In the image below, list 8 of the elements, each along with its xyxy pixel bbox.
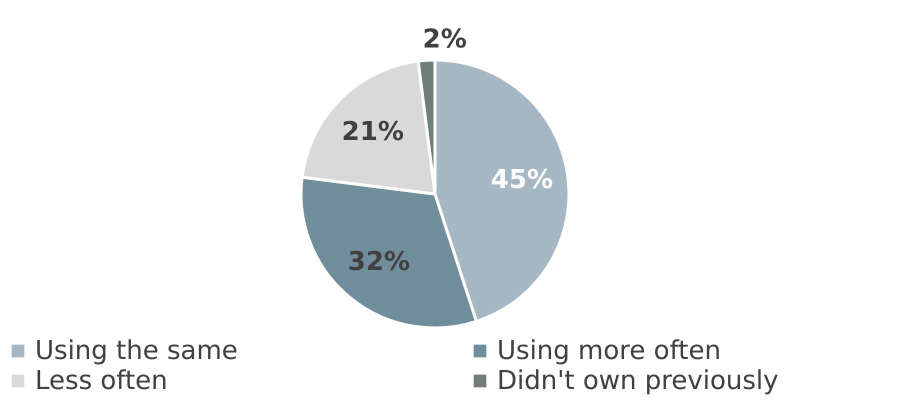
data-label: 32% bbox=[348, 246, 410, 277]
legend-label: Less often bbox=[35, 366, 168, 396]
legend-label: Using the same bbox=[35, 336, 238, 366]
data-label: 45% bbox=[490, 165, 554, 196]
data-label: 21% bbox=[342, 116, 404, 147]
legend-label: Using more often bbox=[497, 336, 721, 366]
legend-label: Didn't own previously bbox=[497, 366, 779, 396]
data-label: 2% bbox=[422, 24, 467, 54]
